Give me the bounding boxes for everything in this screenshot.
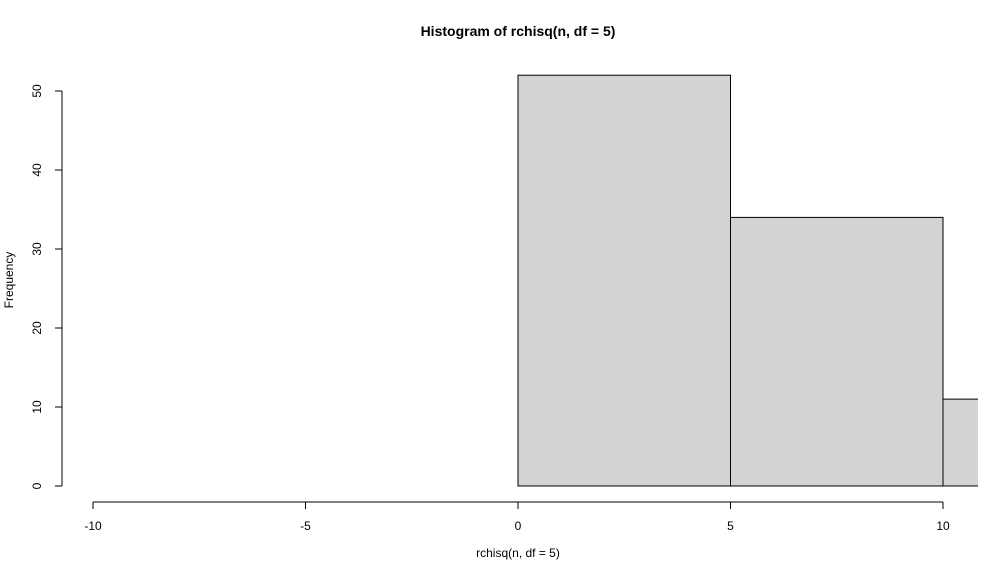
bars-group (517, 74, 978, 487)
y-tick-label: 20 (30, 321, 44, 335)
histogram-bar-1 (517, 74, 731, 487)
y-tick-label: 50 (30, 84, 44, 98)
x-tick-label: 5 (727, 519, 734, 533)
y-axis-label: Frequency (2, 252, 16, 309)
x-tick-label: -5 (300, 519, 311, 533)
histogram-bar-2 (730, 216, 944, 487)
x-axis-label: rchisq(n, df = 5) (476, 546, 560, 560)
x-tick-label: 10 (936, 519, 950, 533)
chart-title: Histogram of rchisq(n, df = 5) (421, 23, 616, 39)
y-axis: 0 10 20 30 40 50 (30, 84, 63, 489)
histogram-bar-3 (942, 398, 978, 487)
x-tick-label: 0 (515, 519, 522, 533)
y-tick-label: 30 (30, 242, 44, 256)
y-tick-label: 0 (30, 482, 44, 489)
y-tick-label: 10 (30, 400, 44, 414)
x-tick-label: -10 (84, 519, 102, 533)
x-axis: -10 -5 0 5 10 (84, 501, 950, 533)
y-tick-label: 40 (30, 163, 44, 177)
